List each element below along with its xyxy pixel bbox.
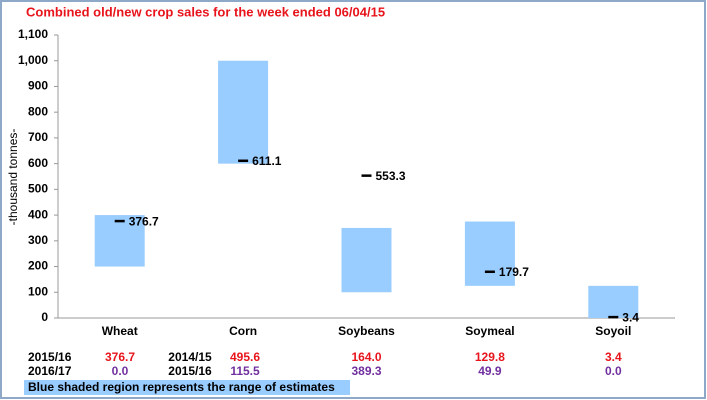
table-value: 115.5 — [230, 364, 260, 378]
actual-label: 611.1 — [252, 154, 282, 168]
note: Blue shaded region represents the range … — [28, 380, 335, 394]
range-bar — [94, 215, 145, 267]
table-value: 376.7 — [105, 350, 135, 364]
range-bar — [218, 60, 269, 164]
y-tick-label: 500 — [28, 182, 48, 196]
table-value: 164.0 — [351, 350, 381, 364]
table-value: 389.3 — [351, 364, 381, 378]
y-axis-label: -thousand tonnes- — [6, 129, 20, 226]
x-tick-label: Soybeans — [338, 324, 395, 338]
table-row-label: 2016/17 — [28, 364, 72, 378]
table-value: 495.6 — [230, 350, 260, 364]
range-bar — [464, 221, 515, 286]
x-tick-label: Soymeal — [465, 324, 514, 338]
table-value: 129.8 — [475, 350, 505, 364]
actual-label: 179.7 — [499, 265, 529, 279]
table-value: 0.0 — [112, 364, 129, 378]
chart-title: Combined old/new crop sales for the week… — [26, 4, 385, 19]
actual-label: 3.4 — [622, 310, 639, 324]
range-bar — [588, 285, 639, 318]
y-tick-label: 900 — [28, 79, 48, 93]
y-tick-label: 100 — [28, 284, 48, 298]
y-tick-label: 600 — [28, 156, 48, 170]
x-tick-label: Corn — [229, 324, 257, 338]
y-tick-label: 200 — [28, 259, 48, 273]
table-value: 0.0 — [605, 364, 622, 378]
table-value: 49.9 — [478, 364, 502, 378]
table-row-label: 2015/16 — [28, 350, 72, 364]
actual-label: 376.7 — [129, 214, 159, 228]
x-tick-label: Wheat — [102, 324, 138, 338]
y-tick-label: 300 — [28, 233, 48, 247]
table-row-label: 2014/15 — [168, 350, 212, 364]
table-row-label: 2015/16 — [168, 364, 212, 378]
y-tick-label: 400 — [28, 207, 48, 221]
y-tick-label: 700 — [28, 130, 48, 144]
actual-label: 553.3 — [376, 169, 406, 183]
range-bar — [341, 227, 392, 293]
x-tick-label: Soyoil — [595, 324, 631, 338]
table-value: 3.4 — [605, 350, 622, 364]
y-tick-label: 1,000 — [18, 53, 48, 67]
y-tick-label: 0 — [41, 310, 48, 324]
y-tick-label: 1,100 — [18, 27, 48, 41]
note-bg — [24, 380, 350, 395]
y-tick-label: 800 — [28, 104, 48, 118]
